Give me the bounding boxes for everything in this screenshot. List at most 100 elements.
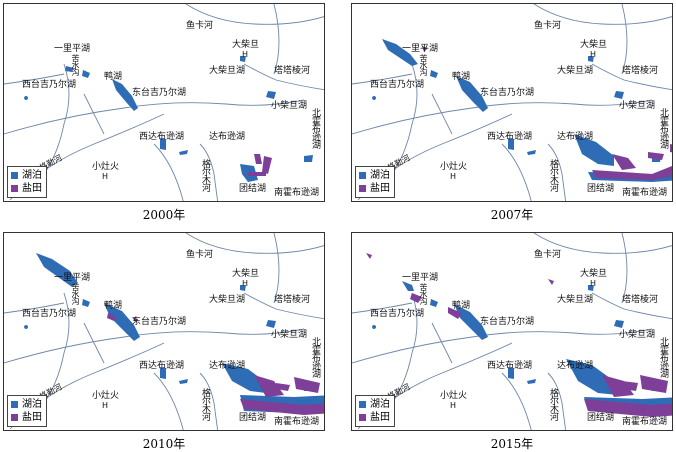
- label-yahu: 鸭湖: [452, 301, 471, 311]
- legend-salt-field-label: 盐田: [22, 183, 42, 194]
- legend-lake-label: 湖泊: [370, 399, 390, 410]
- label-dabuxun: 达布逊湖: [209, 132, 246, 142]
- river-line-1: [4, 99, 305, 135]
- label-beihuobuxun: 北霍布逊湖: [658, 108, 668, 148]
- salt-field-5: [132, 317, 138, 323]
- river-line-3: [547, 372, 567, 430]
- map-panel-2: 鱼卡河 大柴旦 H 大柴旦湖 塔塔棱河 小柴旦湖 一里平湖 西台吉乃尔湖 鸭湖 东台吉乃尔湖 西达布…: [351, 3, 673, 202]
- salt-field-0: [612, 154, 636, 170]
- label-h: H: [102, 401, 109, 410]
- salt-field-3: [276, 383, 290, 391]
- label-xidabuxun: 西达布逊湖: [487, 132, 533, 142]
- label-yuka-river: 鱼卡河: [534, 21, 562, 31]
- river-line-8: [273, 233, 280, 304]
- lake-beihuobuxun: [304, 155, 313, 162]
- salt-field-2: [640, 375, 668, 393]
- lake-dongtaijinaier: [454, 304, 488, 340]
- salt-field-5: [422, 46, 428, 52]
- river-line-0: [533, 4, 672, 25]
- river-line-4: [43, 63, 70, 175]
- lake-swatch: [11, 172, 18, 179]
- lake-xitaijinaier: [24, 325, 29, 329]
- lake-dongtaijinaier: [456, 76, 488, 112]
- label-xitaijinaier: 西台吉乃尔湖: [370, 80, 425, 90]
- lake-xidabuxun: [508, 138, 514, 150]
- river-line-1: [352, 328, 653, 364]
- map-legend: 湖泊 盐田: [355, 166, 395, 198]
- river-line-0: [533, 233, 672, 254]
- map-svg: [4, 233, 324, 430]
- salt-field-6: [352, 4, 672, 43]
- label-yuka-river: 鱼卡河: [186, 21, 214, 31]
- salt-field-7: [548, 279, 554, 285]
- label-yahu: 鸭湖: [452, 72, 471, 82]
- salt-field-1: [240, 399, 324, 415]
- label-yahu: 鸭湖: [104, 72, 123, 82]
- river-line-1: [352, 99, 653, 135]
- map-legend: 湖泊 盐田: [7, 166, 47, 198]
- lake-dabuxun: [179, 379, 188, 384]
- label-yilipinghu: 一里平湖: [54, 44, 91, 54]
- salt-field-swatch: [11, 185, 18, 192]
- salt-field-swatch: [359, 185, 366, 192]
- salt-field-2: [248, 172, 266, 176]
- label-golmud-river: 格尔木河: [200, 159, 210, 191]
- river-line-1: [4, 328, 305, 364]
- lake-yilipinghu: [402, 281, 414, 291]
- river-line-6: [591, 63, 672, 91]
- panel-year-caption: 2000年: [142, 208, 186, 222]
- label-da-qaidam: 大柴旦: [232, 269, 260, 279]
- lake-yahu: [82, 70, 90, 78]
- label-tatalin-river: 塔塔棱河: [622, 295, 659, 305]
- label-h: H: [450, 401, 457, 410]
- lake-xitaijinaier: [372, 96, 377, 100]
- label-xiaozaohuo: 小灶火: [440, 162, 468, 172]
- label-xiao-qaidam-lake: 小柴旦湖: [619, 330, 656, 340]
- map-svg: [4, 4, 324, 201]
- label-beihuobuxun: 北霍布逊湖: [310, 337, 320, 377]
- map-svg: [352, 4, 672, 201]
- river-line-7: [501, 372, 532, 430]
- label-xidabuxun: 西达布逊湖: [139, 132, 185, 142]
- river-line-5: [431, 93, 453, 135]
- label-dongtaijinaier: 东台吉乃尔湖: [480, 317, 535, 327]
- lake-daqaidam: [588, 56, 594, 62]
- map-panel-3: 鱼卡河 大柴旦 H 大柴旦湖 塔塔棱河 小柴旦湖 一里平湖 西台吉乃尔湖 鸭湖 东台吉乃尔湖 西达布…: [3, 232, 325, 431]
- label-dongtaijinaier: 东台吉乃尔湖: [132, 88, 187, 98]
- label-tatalin-river: 塔塔棱河: [622, 66, 659, 76]
- label-nanhuobuxun: 南霍布逊湖: [622, 188, 668, 198]
- lake-swatch: [359, 172, 366, 179]
- label-da-qaidam: 大柴旦: [580, 40, 608, 50]
- label-da-qaidam-lake: 大柴旦湖: [209, 295, 246, 305]
- label-h: H: [242, 279, 249, 288]
- label-xiaozaohuo: 小灶火: [92, 391, 120, 401]
- label-tuanjie: 团结湖: [587, 184, 615, 194]
- river-line-5: [431, 322, 453, 364]
- lake-dabuxun: [527, 150, 536, 155]
- lake-daqaidam: [588, 285, 594, 291]
- salt-field-0: [254, 154, 262, 164]
- panel-year-caption: 2007年: [490, 208, 534, 222]
- salt-field-4: [107, 313, 116, 321]
- salt-field-4: [410, 293, 422, 303]
- label-xiao-qaidam-lake: 小柴旦湖: [271, 330, 308, 340]
- label-xiao-qaidam-lake: 小柴旦湖: [271, 101, 308, 111]
- lake-xiaoqaidam: [266, 320, 276, 328]
- salt-field-3: [670, 144, 672, 153]
- river-line-9: [4, 73, 65, 85]
- river-line-4: [391, 63, 418, 175]
- label-tuanjie: 团结湖: [239, 413, 267, 423]
- lake-dabuxun: [527, 379, 536, 384]
- label-h: H: [242, 50, 249, 59]
- lake-xitaijinaier: [372, 325, 377, 329]
- lake-yahu: [430, 299, 438, 307]
- label-yilipinghu: 一里平湖: [402, 273, 439, 283]
- salt-field-swatch: [359, 414, 366, 421]
- lake-dabuxun: [179, 150, 188, 155]
- label-xiaozaohuo: 小灶火: [440, 391, 468, 401]
- river-line-8: [273, 4, 280, 75]
- river-line-3: [199, 143, 219, 201]
- salt-field-0: [254, 375, 284, 397]
- label-da-qaidam: 大柴旦: [232, 40, 260, 50]
- river-line-7: [501, 143, 532, 201]
